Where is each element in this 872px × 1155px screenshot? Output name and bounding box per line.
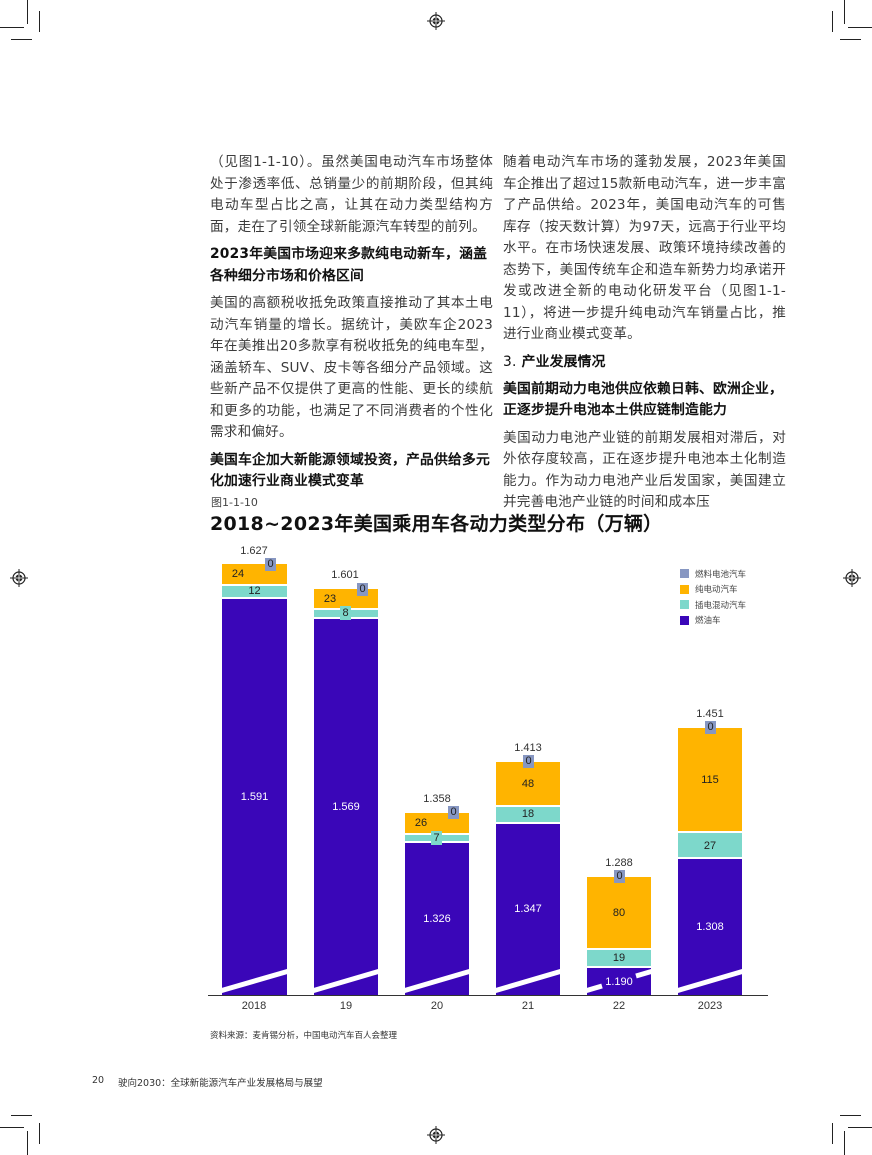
bar-bev: [496, 762, 560, 805]
legend-swatch: [680, 615, 689, 625]
paragraph: （见图1-1-10）。虽然美国电动汽车市场整体处于渗透率低、总销量少的前期阶段，…: [210, 154, 493, 235]
bev-label: 48: [521, 778, 535, 790]
page-number: 20: [92, 1075, 105, 1086]
bev-label: 80: [612, 907, 626, 919]
x-tick: 22: [612, 1000, 626, 1012]
x-tick: 21: [521, 1000, 535, 1012]
section-heading: 美国前期动力电池供应依赖日韩、欧洲企业，正逐步提升电池本土供应链制造能力: [503, 380, 783, 419]
crop-mark: [832, 1123, 833, 1144]
section-number: 3.: [503, 353, 517, 370]
legend-swatch: [680, 600, 689, 610]
legend-label: 燃油车: [695, 616, 721, 627]
ice-label: 1.308: [696, 921, 724, 933]
crop-mark: [844, 0, 845, 24]
section-title-text: 产业发展情况: [521, 353, 606, 370]
bev-label: 23: [323, 593, 337, 605]
legend-item-bev: 纯电动汽车: [680, 582, 746, 598]
crop-mark: [27, 0, 28, 24]
bev-label: 24: [231, 568, 245, 580]
bar-phev: [587, 950, 651, 966]
paragraph: 美国动力电池产业链的前期发展相对滞后，对外依存度较高，正在逐步提升电池本土化制造…: [503, 429, 786, 511]
phev-label: 12: [248, 585, 261, 597]
phev-label: 7: [431, 831, 442, 845]
legend-label: 燃料电池汽车: [695, 569, 747, 580]
section-title: 3. 产业发展情况: [503, 352, 786, 373]
bar-bev: [678, 728, 742, 831]
section-heading: 2023年美国市场迎来多款纯电动新车，涵盖各种细分市场和价格区间: [210, 246, 488, 284]
right-column: 随着电动汽车市场的蓬勃发展，2023年美国车企推出了超过15款新电动汽车，进一步…: [503, 152, 786, 520]
bar-total: 1.358: [423, 793, 451, 805]
fuel-cell-label: 0: [614, 870, 625, 883]
crop-mark: [11, 1115, 32, 1116]
x-axis: [208, 995, 768, 996]
paragraph: 美国的高额税收抵免政策直接推动了其本土电动汽车销量的增长。据统计，美欧车企202…: [210, 295, 493, 440]
crop-mark: [832, 11, 833, 32]
paragraph: 随着电动汽车市场的蓬勃发展，2023年美国车企推出了超过15款新电动汽车，进一步…: [503, 154, 786, 342]
fuel-cell-label: 0: [357, 583, 368, 596]
bar-bev: [587, 877, 651, 948]
bar-phev: [222, 586, 287, 597]
ice-label: 1.190: [605, 976, 633, 988]
chart-legend: 燃料电池汽车 纯电动汽车 插电混动汽车 燃油车: [680, 566, 746, 628]
bar-ice: [314, 619, 378, 995]
figure-title: 2018~2023年美国乘用车各动力类型分布（万辆）: [210, 513, 663, 535]
legend-swatch: [680, 569, 689, 579]
crop-mark: [840, 39, 861, 40]
section-heading: 美国车企加大新能源领域投资，产品供给多元化加速行业商业模式变革: [210, 451, 490, 490]
fuel-cell-label: 0: [523, 755, 534, 768]
crop-mark: [0, 1127, 24, 1128]
x-tick: 19: [339, 1000, 353, 1012]
crop-mark: [27, 1131, 28, 1155]
bar-total: 1.627: [240, 545, 268, 557]
figure-label: 图1-1-10: [211, 496, 258, 509]
figure-source: 资料来源：麦肯锡分析，中国电动汽车百人会整理: [210, 1031, 398, 1041]
registration-mark-icon: [427, 12, 445, 30]
ice-label: 1.347: [514, 903, 542, 915]
crop-mark: [844, 1131, 845, 1155]
crop-mark: [848, 1127, 872, 1128]
ice-label: 1.569: [332, 801, 360, 813]
crop-mark: [0, 27, 24, 28]
legend-label: 纯电动汽车: [695, 585, 738, 596]
crop-mark: [39, 11, 40, 32]
crop-mark: [39, 1123, 40, 1144]
bar-phev: [678, 833, 742, 857]
bev-label: 115: [701, 774, 719, 786]
crop-mark: [848, 27, 872, 28]
legend-item-ice: 燃油车: [680, 613, 746, 629]
left-column: （见图1-1-10）。虽然美国电动汽车市场整体处于渗透率低、总销量少的前期阶段，…: [210, 152, 493, 499]
bar-ice: [222, 599, 287, 995]
bar-phev: [496, 807, 560, 822]
x-tick: 2018: [241, 1000, 267, 1012]
legend-item-fuel-cell: 燃料电池汽车: [680, 566, 746, 582]
legend-swatch: [680, 584, 689, 594]
running-footer-title: 驶向2030：全球新能源汽车产业发展格局与展望: [118, 1078, 323, 1089]
bar-ice: [496, 824, 560, 995]
crop-mark: [11, 39, 32, 40]
fuel-cell-label: 0: [705, 721, 716, 734]
bar-total: 1.288: [605, 857, 633, 869]
registration-mark-icon: [427, 1126, 445, 1144]
legend-label: 插电混动汽车: [695, 600, 747, 611]
phev-label: 8: [340, 606, 351, 620]
fuel-cell-label: 0: [448, 806, 459, 819]
phev-label: 18: [521, 808, 535, 820]
registration-mark-icon: [843, 569, 861, 587]
ice-label: 1.326: [423, 913, 451, 925]
bev-label: 26: [414, 817, 428, 829]
fuel-cell-label: 0: [265, 558, 276, 571]
bar-total: 1.601: [331, 569, 359, 581]
phev-label: 19: [612, 952, 626, 964]
crop-mark: [840, 1115, 861, 1116]
x-tick: 20: [430, 1000, 444, 1012]
registration-mark-icon: [10, 569, 28, 587]
bar-total: 1.413: [514, 742, 542, 754]
x-tick: 2023: [697, 1000, 723, 1012]
bar-total: 1.451: [696, 708, 724, 720]
phev-label: 27: [703, 840, 717, 852]
legend-item-phev: 插电混动汽车: [680, 597, 746, 613]
ice-label: 1.591: [240, 791, 269, 803]
